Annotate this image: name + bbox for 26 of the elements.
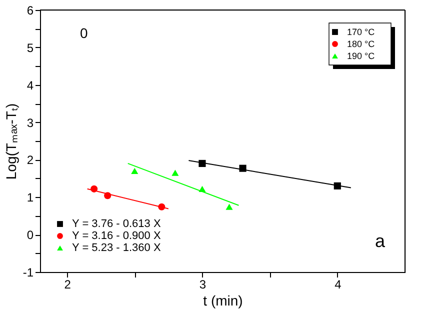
- legend-label: Y = 3.76 - 0.613 X: [72, 218, 162, 230]
- annotation: 0: [80, 25, 88, 41]
- y-tick-label: 6: [26, 4, 34, 18]
- y-tick-label: 3: [26, 116, 34, 130]
- y-tick-label: 0: [26, 228, 34, 242]
- y-axis-title: Log(Tₘₐₓ-Tₜ): [2, 103, 19, 180]
- x-tick-label: 3: [199, 278, 206, 292]
- point: [239, 164, 246, 172]
- legend-label: Y = 3.16 - 0.900 X: [72, 230, 162, 242]
- y-tick-label: -1: [22, 266, 34, 280]
- legend-label: 190 °C: [347, 51, 376, 61]
- point: [226, 204, 233, 210]
- y-tick-label: 2: [26, 153, 34, 168]
- point: [198, 160, 206, 167]
- legend-label: 180 °C: [347, 39, 376, 49]
- x-tick-label: 2: [64, 278, 72, 292]
- y-tick-label: 4: [26, 78, 34, 92]
- point: [172, 170, 179, 176]
- y-tick-label: 5: [26, 40, 34, 55]
- y-tick-label: 1: [26, 190, 34, 205]
- annotation: a: [374, 231, 386, 251]
- x-axis-title: t (min): [203, 292, 243, 308]
- legend-label: 170 °C: [347, 27, 376, 37]
- point: [131, 168, 138, 174]
- x-tick-label: 4: [334, 278, 342, 292]
- legend-label: Y = 5.23 - 1.360 X: [72, 242, 162, 254]
